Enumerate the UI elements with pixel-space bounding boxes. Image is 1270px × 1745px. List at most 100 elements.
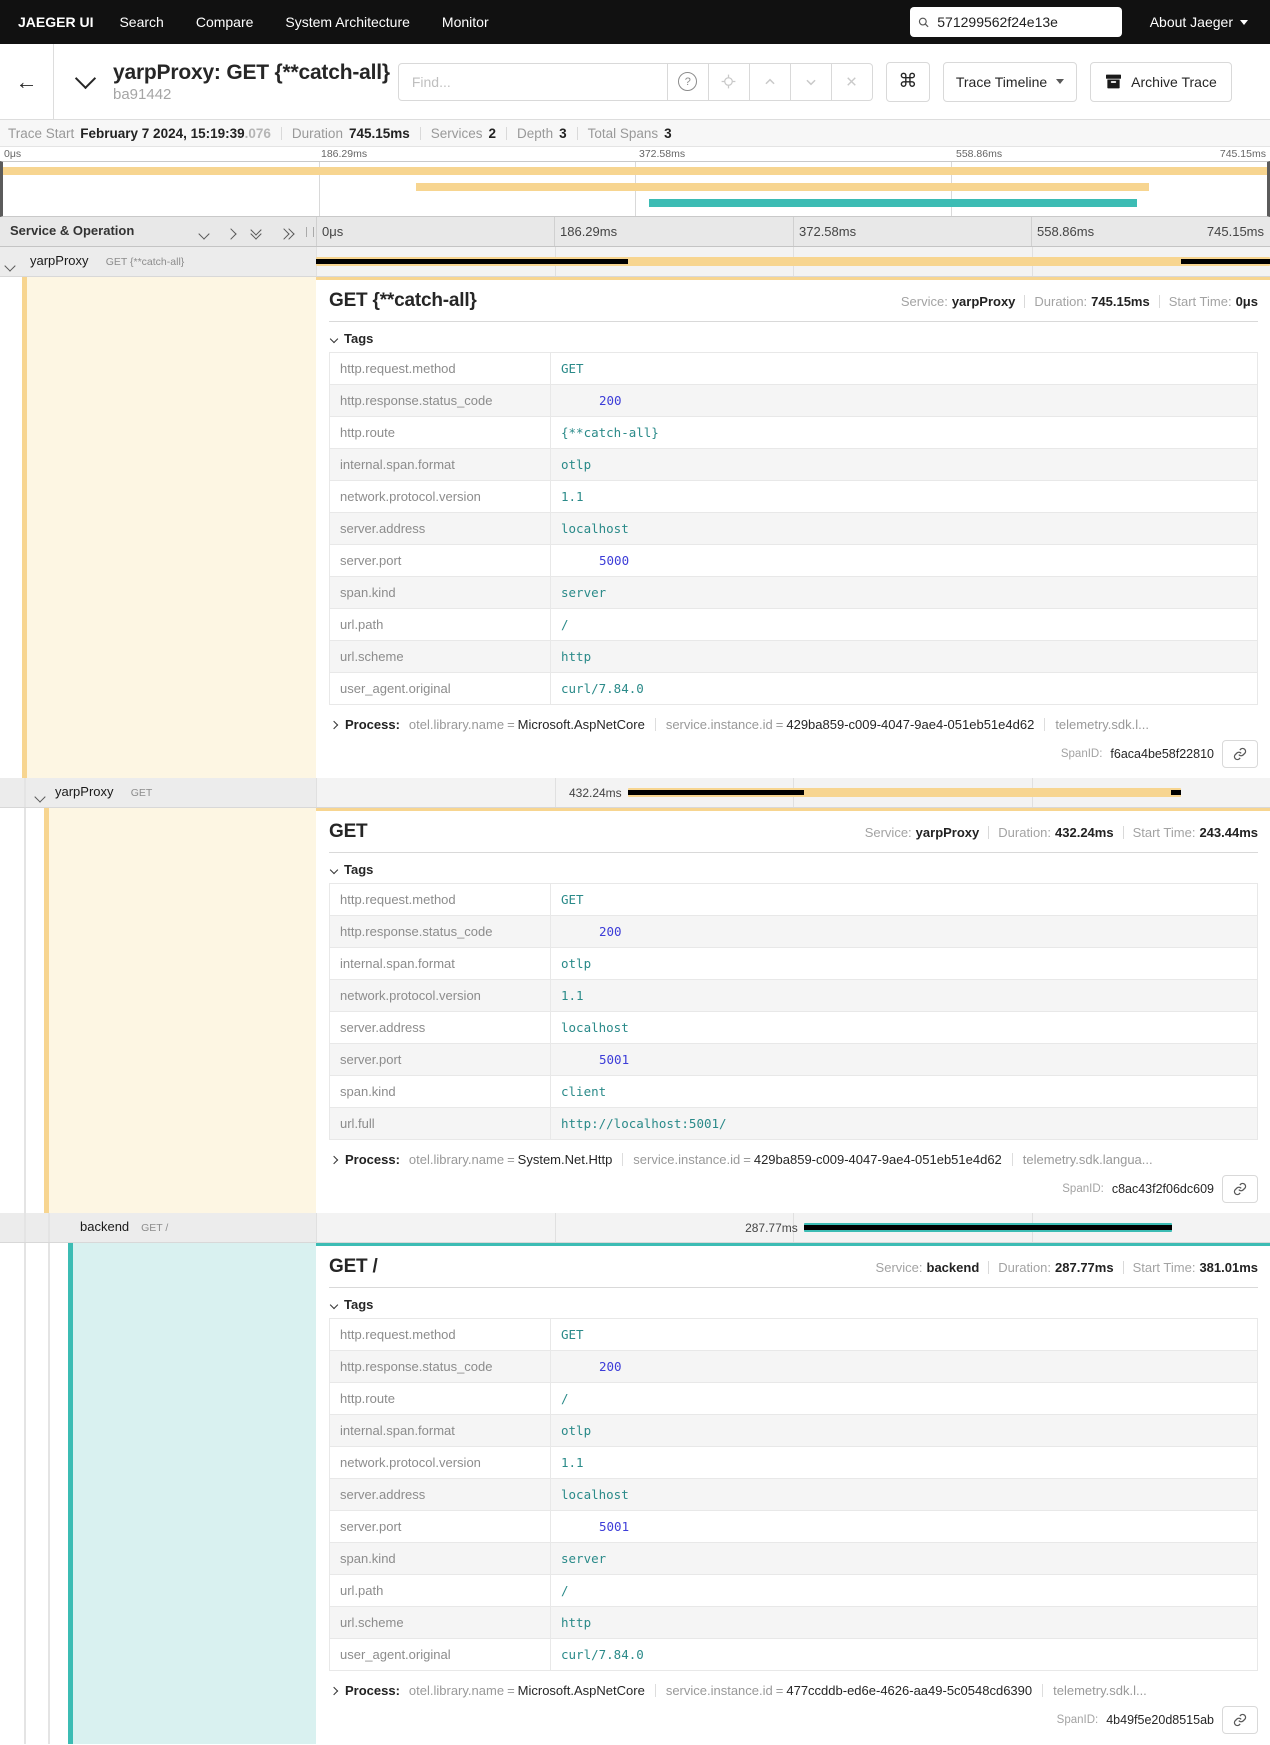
span-bar[interactable] [316,257,1270,266]
span-toggle-chevron-icon[interactable] [34,788,46,806]
deep-link-button[interactable] [1222,1175,1258,1203]
nav-link-compare[interactable]: Compare [195,14,254,30]
trace-view-select[interactable]: Trace Timeline [942,61,1078,102]
find-input[interactable] [409,72,667,91]
find-help[interactable]: ? [667,62,709,101]
tags-section-toggle[interactable]: Tags [329,1297,1258,1312]
process-section-toggle[interactable]: Process: otel.library.name = Microsoft.AspN… [331,1683,1258,1698]
top-navbar: JAEGER UI Search Compare System Architec… [0,0,1270,44]
archive-trace-button[interactable]: Archive Trace [1090,61,1232,102]
archive-box-icon [1106,74,1122,89]
prev-match-button[interactable] [749,62,791,101]
tag-row[interactable]: http.response.status_code 200 [329,384,1258,417]
span-name-cell[interactable]: yarpProxy GET [0,778,316,807]
span-toggle-chevron-icon[interactable] [4,257,16,275]
tag-row[interactable]: server.address localhost [329,1011,1258,1044]
nav-link-monitor[interactable]: Monitor [441,14,489,30]
tag-row[interactable]: http.request.method GET [329,883,1258,916]
deep-link-button[interactable] [1222,740,1258,768]
tag-row[interactable]: http.route / [329,1382,1258,1415]
span-name-cell[interactable]: backend GET / [0,1213,316,1242]
tag-row[interactable]: server.port 5001 [329,1043,1258,1076]
jaeger-logo[interactable]: JAEGER UI [18,14,94,30]
tag-row[interactable]: network.protocol.version 1.1 [329,979,1258,1012]
tag-row[interactable]: server.port 5000 [329,544,1258,577]
span-timeline-cell[interactable] [316,247,1270,276]
collapse-all-button[interactable] [198,226,210,241]
span-service-name: yarpProxy [55,784,114,799]
column-resize-grip[interactable] [306,227,314,237]
tag-key: http.response.status_code [329,1350,551,1383]
tag-row[interactable]: network.protocol.version 1.1 [329,480,1258,513]
nav-link-system-architecture[interactable]: System Architecture [285,14,410,30]
tag-row[interactable]: internal.span.format otlp [329,448,1258,481]
tag-value: otlp [550,448,1258,481]
tag-row[interactable]: http.response.status_code 200 [329,915,1258,948]
next-match-button[interactable] [790,62,832,101]
process-key: service.instance.id [633,1152,741,1167]
tags-section-toggle[interactable]: Tags [329,331,1258,346]
back-button[interactable]: ← [0,44,54,119]
tags-section-toggle[interactable]: Tags [329,862,1258,877]
span-row[interactable]: backend GET / 287.77ms [0,1213,1270,1243]
trace-lookup-input[interactable] [935,13,1114,31]
tag-row[interactable]: server.port 5001 [329,1510,1258,1543]
span-color-accent [22,277,27,778]
timeline-minimap[interactable] [0,161,1270,217]
tag-row[interactable]: http.request.method GET [329,1318,1258,1351]
tag-row[interactable]: network.protocol.version 1.1 [329,1446,1258,1479]
tag-row[interactable]: user_agent.original curl/7.84.0 [329,672,1258,705]
tag-value: GET [550,883,1258,916]
collapse-deep-button[interactable] [250,224,262,240]
span-bar[interactable] [627,788,1182,797]
span-row[interactable]: yarpProxy GET 432.24ms [0,778,1270,808]
process-section-toggle[interactable]: Process: otel.library.name = Microsoft.AspN… [331,717,1258,732]
tag-row[interactable]: url.scheme http [329,640,1258,673]
close-icon [847,77,857,86]
expand-one-button[interactable] [225,226,237,241]
span-timeline-cell[interactable]: 287.77ms [316,1213,1270,1242]
tag-row[interactable]: span.kind server [329,576,1258,609]
span-timeline-cell[interactable]: 432.24ms [316,778,1270,807]
tree-guide-line [48,1243,50,1744]
find-box [397,62,668,101]
span-row[interactable]: yarpProxy GET {**catch-all} [0,247,1270,277]
tag-row[interactable]: span.kind client [329,1075,1258,1108]
span-id-value: 4b49f5e20d8515ab [1106,1713,1214,1727]
tag-row[interactable]: internal.span.format otlp [329,947,1258,980]
process-section-toggle[interactable]: Process: otel.library.name = System.Net.Htt… [331,1152,1258,1167]
focus-matches-button[interactable] [708,62,750,101]
expand-all-button[interactable] [278,226,295,241]
tag-row[interactable]: server.address localhost [329,512,1258,545]
keyboard-shortcuts-button[interactable]: ⌘ [885,61,930,102]
trace-lookup-box[interactable] [909,7,1122,37]
tag-row[interactable]: internal.span.format otlp [329,1414,1258,1447]
tag-key: span.kind [329,576,551,609]
chevron-right-icon [331,1155,339,1164]
span-detail-panel: GET Service: yarpProxy Duration: 432.24ms Sta… [316,808,1270,1213]
collapse-header-chevron-icon[interactable] [74,67,97,90]
tag-row[interactable]: url.full http://localhost:5001/ [329,1107,1258,1140]
tag-row[interactable]: server.address localhost [329,1478,1258,1511]
trace-duration: Duration 745.15ms [291,125,410,141]
link-icon [1233,1182,1247,1196]
span-operation-name: GET {**catch-all} [105,256,185,268]
tag-row[interactable]: http.route {**catch-all} [329,416,1258,449]
span-name-cell[interactable]: yarpProxy GET {**catch-all} [0,247,316,276]
process-value: Microsoft.AspNetCore [517,717,645,732]
tag-row[interactable]: url.scheme http [329,1606,1258,1639]
span-id-label: SpanID: [1056,1714,1099,1726]
tag-row[interactable]: url.path / [329,608,1258,641]
about-jaeger-menu[interactable]: About Jaeger [1150,14,1248,30]
span-duration-label: 287.77ms [745,1221,798,1235]
clear-find-button[interactable] [831,62,873,101]
tag-row[interactable]: span.kind server [329,1542,1258,1575]
tag-row[interactable]: url.path / [329,1574,1258,1607]
tag-row[interactable]: user_agent.original curl/7.84.0 [329,1638,1258,1671]
find-toolbar: ? [397,62,873,101]
tag-row[interactable]: http.request.method GET [329,352,1258,385]
tag-row[interactable]: http.response.status_code 200 [329,1350,1258,1383]
deep-link-button[interactable] [1222,1706,1258,1734]
nav-link-search[interactable]: Search [119,14,164,30]
